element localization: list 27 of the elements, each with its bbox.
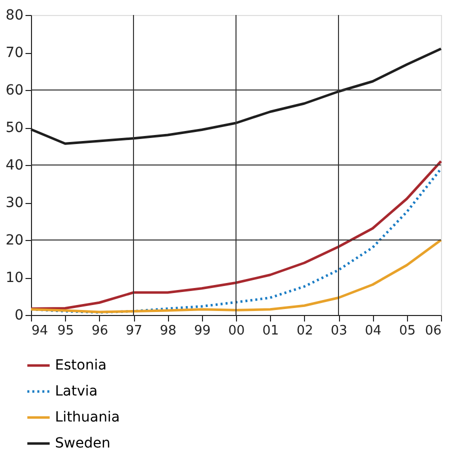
x-tick-label: 04 [364,324,382,338]
x-tick-label: 98 [160,324,176,338]
y-tick-label: 20 [6,232,24,248]
legend-label: Estonia [55,358,107,374]
x-tick-label: 03 [330,324,348,338]
x-tick-label: 01 [262,324,279,338]
x-tick-label: 97 [126,324,142,338]
y-tick-label: 30 [6,195,24,211]
y-tick-label: 50 [6,120,24,136]
legend-label: Sweden [55,436,110,452]
y-tick-label: 10 [6,270,24,286]
x-tick-label: 95 [57,324,74,338]
y-tick-label: 40 [6,158,24,174]
legend-label: Latvia [55,384,98,400]
y-tick-label: 60 [6,82,24,98]
y-tick-label: 0 [14,308,24,324]
x-tick-label: 94 [32,324,48,338]
x-tick-label: 99 [194,324,211,338]
line-series [30,238,442,314]
x-tick-label: 96 [92,324,108,338]
x-tick-label: 05 [399,324,416,338]
x-tick-label: 00 [228,324,245,338]
x-tick-label: 02 [296,324,314,338]
y-tick-label: 80 [6,8,24,24]
legend-label: Lithuania [55,410,120,426]
y-tick-label: 70 [6,45,24,61]
x-tick-label: 06 [424,324,442,338]
